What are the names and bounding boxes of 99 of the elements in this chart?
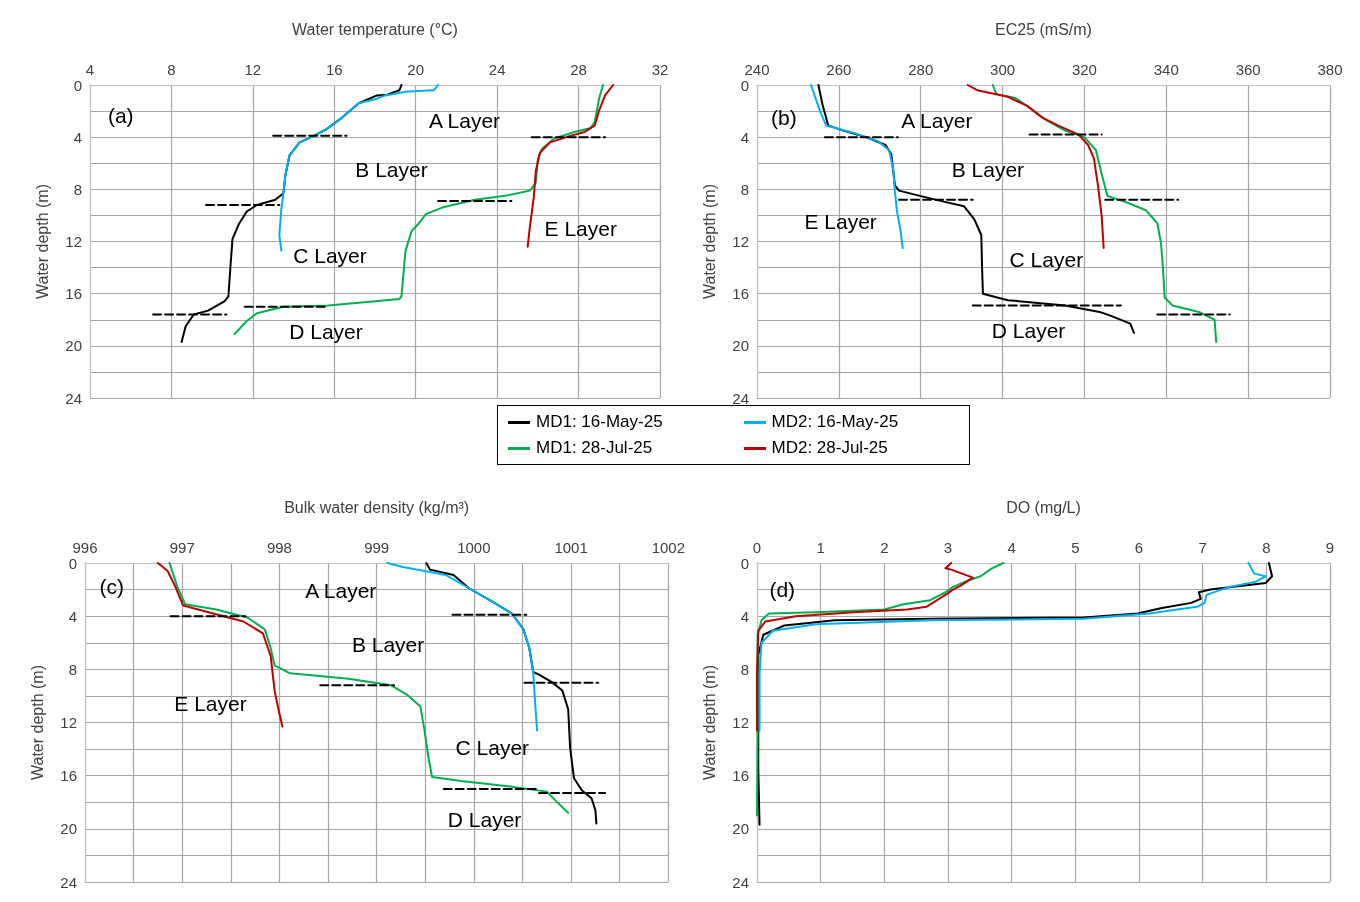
y-tick-label: 16	[60, 767, 77, 785]
y-tick-label: 4	[73, 128, 82, 146]
annotation: B Layer	[951, 158, 1025, 182]
y-tick-label: 20	[60, 820, 77, 838]
x-tick-label: 260	[826, 61, 852, 78]
y-axis-title: Water depth (m)	[700, 184, 718, 299]
y-tick-label: 8	[740, 180, 749, 198]
legend-label: MD1: 16-May-25	[536, 412, 663, 432]
x-tick-label: 998	[266, 539, 292, 556]
y-tick-label: 0	[68, 554, 77, 572]
annotation: (c)	[99, 575, 124, 599]
line-series	[758, 562, 1267, 732]
x-tick-label: 2	[880, 539, 889, 556]
annotation: D Layer	[991, 318, 1066, 342]
x-tick-label: 380	[1317, 61, 1343, 78]
y-tick-label: 24	[60, 873, 77, 891]
y-tick-label: 8	[740, 660, 749, 678]
y-tick-label: 12	[65, 233, 82, 250]
y-tick-label: 0	[740, 554, 749, 572]
y-axis-title: Water depth (m)	[700, 665, 718, 780]
annotation: (b)	[771, 106, 797, 130]
y-tick-label: 24	[732, 873, 749, 891]
y-tick-label: 12	[732, 714, 749, 731]
line-series	[757, 562, 1274, 826]
y-tick-label: 20	[732, 337, 749, 355]
x-tick-label: 6	[1134, 539, 1144, 556]
x-tick-label: 16	[325, 61, 343, 78]
x-tick-label: 20	[407, 61, 425, 78]
x-tick-label: 4	[85, 61, 95, 78]
y-tick-label: 0	[740, 76, 749, 94]
x-tick-label: 12	[244, 61, 262, 78]
x-axis-title: Water temperature (°C)	[292, 20, 458, 38]
line-series	[756, 562, 974, 732]
legend-label: MD1: 28-Jul-25	[536, 438, 653, 458]
annotation: A Layer	[428, 108, 501, 132]
x-tick-label: 28	[570, 61, 587, 78]
x-tick-label: 5	[1071, 539, 1080, 556]
x-tick-label: 3	[943, 539, 953, 556]
x-tick-label: 996	[72, 539, 98, 556]
y-tick-label: 24	[65, 389, 82, 407]
x-tick-label: 320	[1071, 61, 1097, 78]
annotation: C Layer	[1009, 248, 1084, 272]
x-tick-label: 4	[1007, 539, 1016, 556]
y-tick-label: 16	[732, 285, 749, 303]
y-tick-label: 12	[732, 233, 749, 250]
y-axis-title: Water depth (m)	[28, 665, 46, 780]
x-tick-label: 32	[651, 61, 669, 78]
x-tick-label: 280	[908, 61, 934, 78]
y-tick-label: 0	[73, 76, 82, 94]
legend-label: MD2: 28-Jul-25	[771, 438, 888, 458]
x-tick-label: 8	[167, 61, 176, 78]
x-tick-label: 9	[1325, 539, 1335, 556]
x-tick-label: 7	[1198, 539, 1207, 556]
x-axis-title: EC25 (mS/m)	[995, 20, 1092, 38]
x-axis-title: DO (mg/L)	[1006, 498, 1081, 516]
x-tick-label: 1002	[651, 539, 685, 556]
annotation: E Layer	[544, 216, 617, 240]
x-tick-label: 360	[1235, 61, 1261, 78]
y-tick-label: 4	[740, 607, 749, 625]
line-series	[526, 84, 615, 248]
y-tick-label: 24	[732, 389, 749, 407]
x-tick-label: 300	[990, 61, 1016, 78]
annotation: E Layer	[174, 692, 247, 716]
annotation: E Layer	[804, 210, 877, 234]
y-tick-label: 12	[60, 714, 77, 731]
x-tick-label: 997	[169, 539, 195, 556]
annotation: B Layer	[351, 632, 425, 656]
y-tick-label: 16	[732, 767, 749, 785]
y-tick-label: 4	[740, 128, 749, 146]
annotation: (a)	[107, 103, 134, 127]
x-tick-label: 1000	[457, 539, 491, 556]
y-tick-label: 20	[65, 337, 82, 355]
line-series	[156, 562, 284, 728]
annotation: A Layer	[901, 108, 973, 132]
x-tick-label: 0	[752, 539, 762, 556]
annotation: C Layer	[293, 244, 367, 268]
annotation: (d)	[769, 577, 796, 601]
annotation: C Layer	[455, 736, 530, 760]
annotation: D Layer	[289, 319, 363, 343]
x-tick-label: 8	[1262, 539, 1271, 556]
x-tick-label: 1001	[554, 539, 588, 556]
y-tick-label: 20	[732, 820, 749, 838]
y-tick-label: 4	[68, 607, 77, 625]
y-tick-label: 8	[68, 660, 77, 678]
legend-label: MD2: 16-May-25	[771, 412, 899, 432]
x-tick-label: 24	[488, 61, 506, 78]
x-tick-label: 340	[1153, 61, 1179, 78]
y-axis-title: Water depth (m)	[33, 184, 51, 299]
x-tick-label: 999	[364, 539, 390, 556]
line-series	[756, 562, 1005, 817]
annotation: B Layer	[355, 158, 428, 182]
x-tick-label: 1	[816, 539, 825, 556]
x-axis-title: Bulk water density (kg/m³)	[284, 498, 470, 516]
line-series	[168, 562, 570, 814]
annotation: D Layer	[447, 807, 522, 831]
x-tick-label: 240	[744, 61, 770, 78]
y-tick-label: 16	[65, 285, 82, 303]
annotation: A Layer	[305, 579, 377, 603]
y-tick-label: 8	[73, 180, 82, 198]
